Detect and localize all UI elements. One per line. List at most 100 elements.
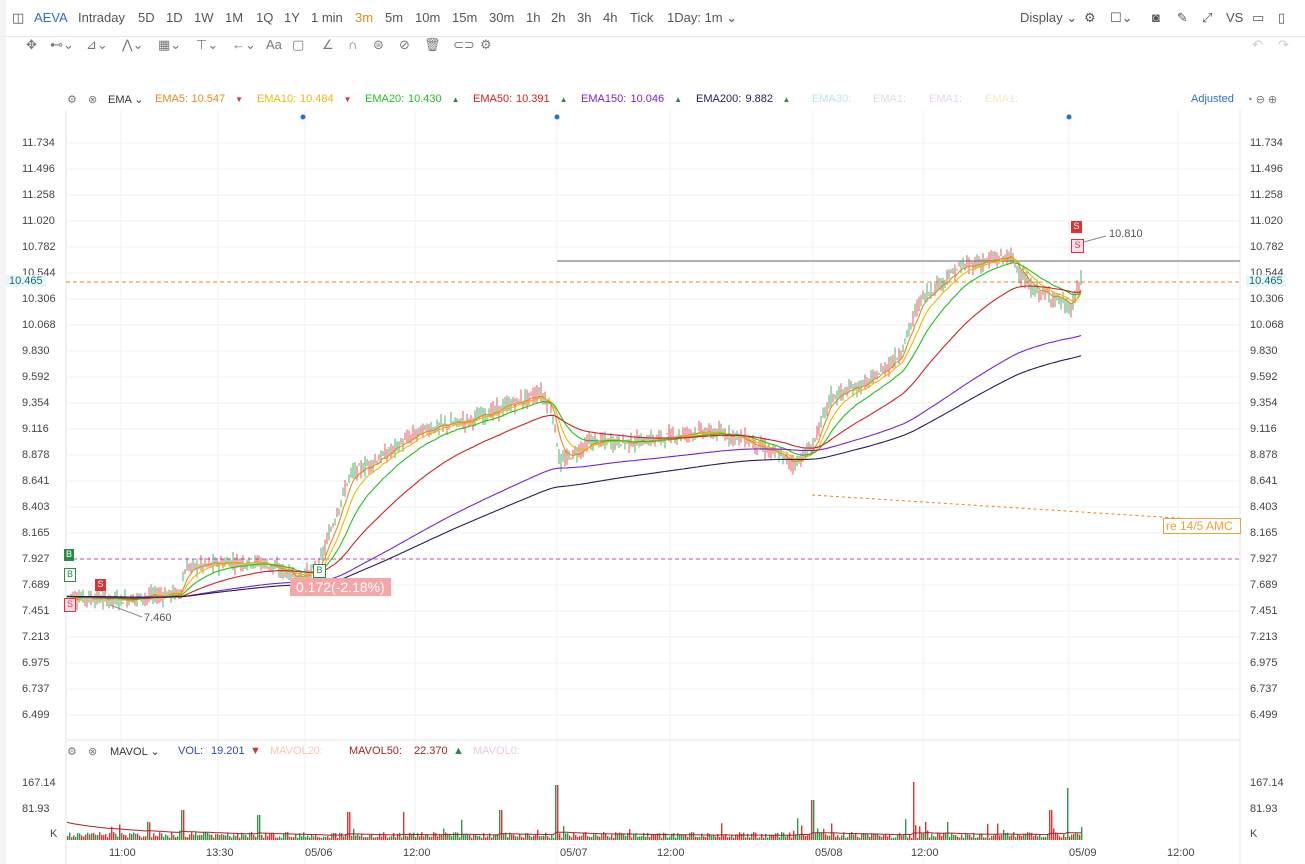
volume-bar <box>989 837 991 840</box>
volume-bar <box>359 835 361 840</box>
period-tab-5m[interactable]: 5m <box>385 10 404 25</box>
panel-controls-icon[interactable]: ◔ ⊖ ⊕ <box>1246 94 1278 106</box>
buy-marker[interactable]: B <box>64 549 74 561</box>
volume-bar <box>639 836 641 840</box>
volume-bar <box>233 834 235 840</box>
period-tab-1y[interactable]: 1Y <box>284 10 300 25</box>
camera-icon[interactable]: ◙ <box>1152 10 1160 25</box>
arrow-tool-icon[interactable]: ←⌄ <box>232 37 256 52</box>
period-tab-3h[interactable]: 3h <box>577 10 592 25</box>
period-tab-5d[interactable]: 5D <box>138 10 155 25</box>
buy-marker[interactable]: B <box>313 564 326 578</box>
vol-settings-icon[interactable]: ⚙ <box>67 746 77 758</box>
pen-icon[interactable]: ✎ <box>1177 10 1188 25</box>
volume-bar <box>687 836 689 840</box>
legend-indicator-name[interactable]: EMA ⌄ <box>108 94 144 106</box>
volume-bar <box>747 833 749 840</box>
period-tab-1m[interactable]: 1M <box>225 10 244 25</box>
volume-bar <box>183 810 185 840</box>
period-tab-1-min[interactable]: 1 min <box>311 10 343 25</box>
volume-bar <box>1051 810 1053 840</box>
volume-bar <box>73 835 75 840</box>
period-tab-2h[interactable]: 2h <box>551 10 566 25</box>
volume-bar <box>125 835 127 840</box>
volume-bar <box>905 819 907 840</box>
display-menu[interactable]: Display ⌄ <box>1020 10 1078 25</box>
volume-bar <box>191 832 193 840</box>
legend-settings-icon[interactable]: ⚙ <box>67 94 77 106</box>
period-tab-10m[interactable]: 10m <box>415 10 441 25</box>
measure-tool-icon[interactable]: ∠ <box>322 37 334 52</box>
period-tab-15m[interactable]: 15m <box>452 10 478 25</box>
sell-marker[interactable]: S <box>64 598 76 612</box>
layout-icon[interactable]: ☐⌄ <box>1110 10 1133 25</box>
period-tab-1w[interactable]: 1W <box>194 10 214 25</box>
volume-bar <box>275 837 277 840</box>
legend-close-icon[interactable]: ⊗ <box>88 94 98 106</box>
pattern-tool-icon[interactable]: ▦⌄ <box>158 37 182 52</box>
volume-bar <box>427 835 429 840</box>
channel-tool-icon[interactable]: ⊿⌄ <box>86 37 108 52</box>
period-tab-1q[interactable]: 1Q <box>256 10 274 25</box>
fullscreen-icon[interactable]: ⤢ <box>1202 10 1213 25</box>
volume-bar <box>377 836 379 840</box>
volume-bar <box>885 833 887 840</box>
volume-bar <box>341 833 343 840</box>
period-tab-intraday[interactable]: Intraday <box>78 10 125 25</box>
gear-small-icon[interactable]: ⚙ <box>480 37 492 52</box>
volume-bar <box>503 833 505 840</box>
redo-icon[interactable]: ↷ <box>1278 37 1289 52</box>
volume-bar <box>627 832 629 840</box>
comment-tool-icon[interactable]: ▢ <box>292 37 305 52</box>
volume-bar <box>647 832 649 840</box>
magnet-icon[interactable]: ∩ <box>348 37 358 52</box>
volume-bar <box>139 835 141 840</box>
link-icon[interactable]: ⊂⊃ <box>453 37 475 52</box>
price-tick: 8.165 <box>22 527 50 539</box>
adjusted-label[interactable]: Adjusted <box>1191 93 1234 105</box>
range-select[interactable]: 1Day: 1m ⌄ <box>667 10 738 25</box>
period-tab-4h[interactable]: 4h <box>603 10 618 25</box>
volume-bar <box>827 835 829 840</box>
period-tab-1h[interactable]: 1h <box>526 10 541 25</box>
book-icon[interactable]: ▭ <box>1252 10 1265 25</box>
sell-marker[interactable]: S <box>1071 221 1082 233</box>
position-pnl-badge[interactable]: 0.172(-2.18%) <box>290 578 391 596</box>
volume-bar <box>347 812 349 840</box>
volume-bar <box>491 837 493 840</box>
period-tab-3m[interactable]: 3m <box>355 10 374 25</box>
volume-bar <box>489 833 491 840</box>
earnings-note-label[interactable]: re 14/5 AMC <box>1163 518 1241 534</box>
symbol-label[interactable]: AEVA <box>34 10 68 25</box>
vol-close-icon[interactable]: ⊗ <box>88 746 98 758</box>
volume-bar <box>559 833 561 840</box>
period-tab-30m[interactable]: 30m <box>489 10 515 25</box>
buy-marker[interactable]: B <box>64 568 76 582</box>
price-tick: 7.689 <box>1250 579 1278 591</box>
sell-marker[interactable]: S <box>1071 239 1084 253</box>
fib-tool-icon[interactable]: ⊤⌄ <box>196 37 219 52</box>
volume-bar <box>693 832 695 840</box>
undo-icon[interactable]: ↶ <box>1252 37 1263 52</box>
price-tick: 6.499 <box>1250 709 1278 721</box>
sell-marker[interactable]: S <box>95 579 106 591</box>
lock-icon[interactable]: ⊜ <box>373 37 384 52</box>
volume-bar <box>941 835 943 840</box>
sidebar-toggle-icon[interactable]: ◫ <box>12 10 25 25</box>
volume-bar <box>461 819 463 840</box>
period-tab-tick[interactable]: Tick <box>630 10 654 25</box>
panel-icon[interactable]: ▯ <box>1278 10 1286 25</box>
period-tab-1d[interactable]: 1D <box>166 10 183 25</box>
text-tool-icon[interactable]: Aa <box>266 37 282 52</box>
volume-bar <box>145 836 147 840</box>
trash-icon[interactable]: 🗑 <box>424 37 441 52</box>
wave-tool-icon[interactable]: ⋀⌄ <box>122 37 144 52</box>
vol-indicator-name[interactable]: MAVOL ⌄ <box>110 746 160 758</box>
settings-icon[interactable]: ⚙ <box>1084 10 1096 25</box>
line-tool-icon[interactable]: ⊷⌄ <box>50 37 74 52</box>
crosshair-icon[interactable]: ✥ <box>26 37 37 52</box>
hide-icon[interactable]: ⊘ <box>399 37 410 52</box>
volume-bar <box>821 832 823 840</box>
vs-button[interactable]: VS <box>1226 10 1244 25</box>
